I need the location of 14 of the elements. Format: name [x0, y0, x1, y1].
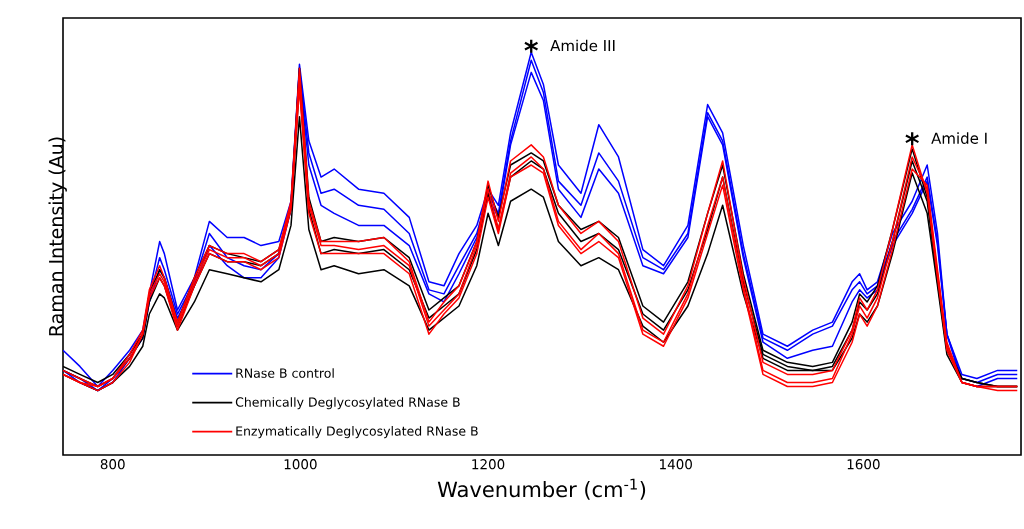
y-axis-title: Raman Intensity (Au): [48, 137, 67, 336]
x-tick-label: 1600: [847, 459, 880, 470]
legend-label: Enzymatically Deglycosylated RNase B: [236, 426, 478, 439]
x-tick-label: 1000: [284, 459, 317, 470]
annotation: *: [524, 39, 538, 53]
x-axis-title: Wavenumber (cm$^{-1}$): [437, 478, 646, 500]
x-tick-label: 1200: [472, 459, 505, 470]
legend-label: Chemically Deglycosylated RNase B: [235, 397, 460, 410]
annotation: *: [905, 132, 919, 146]
annotation: Amide I: [931, 132, 987, 144]
text: Amide III: [550, 39, 615, 52]
legend-label: RNase B control: [236, 368, 334, 378]
x-tick-label: 800: [100, 459, 125, 470]
x-tick-label: 1400: [660, 459, 692, 470]
